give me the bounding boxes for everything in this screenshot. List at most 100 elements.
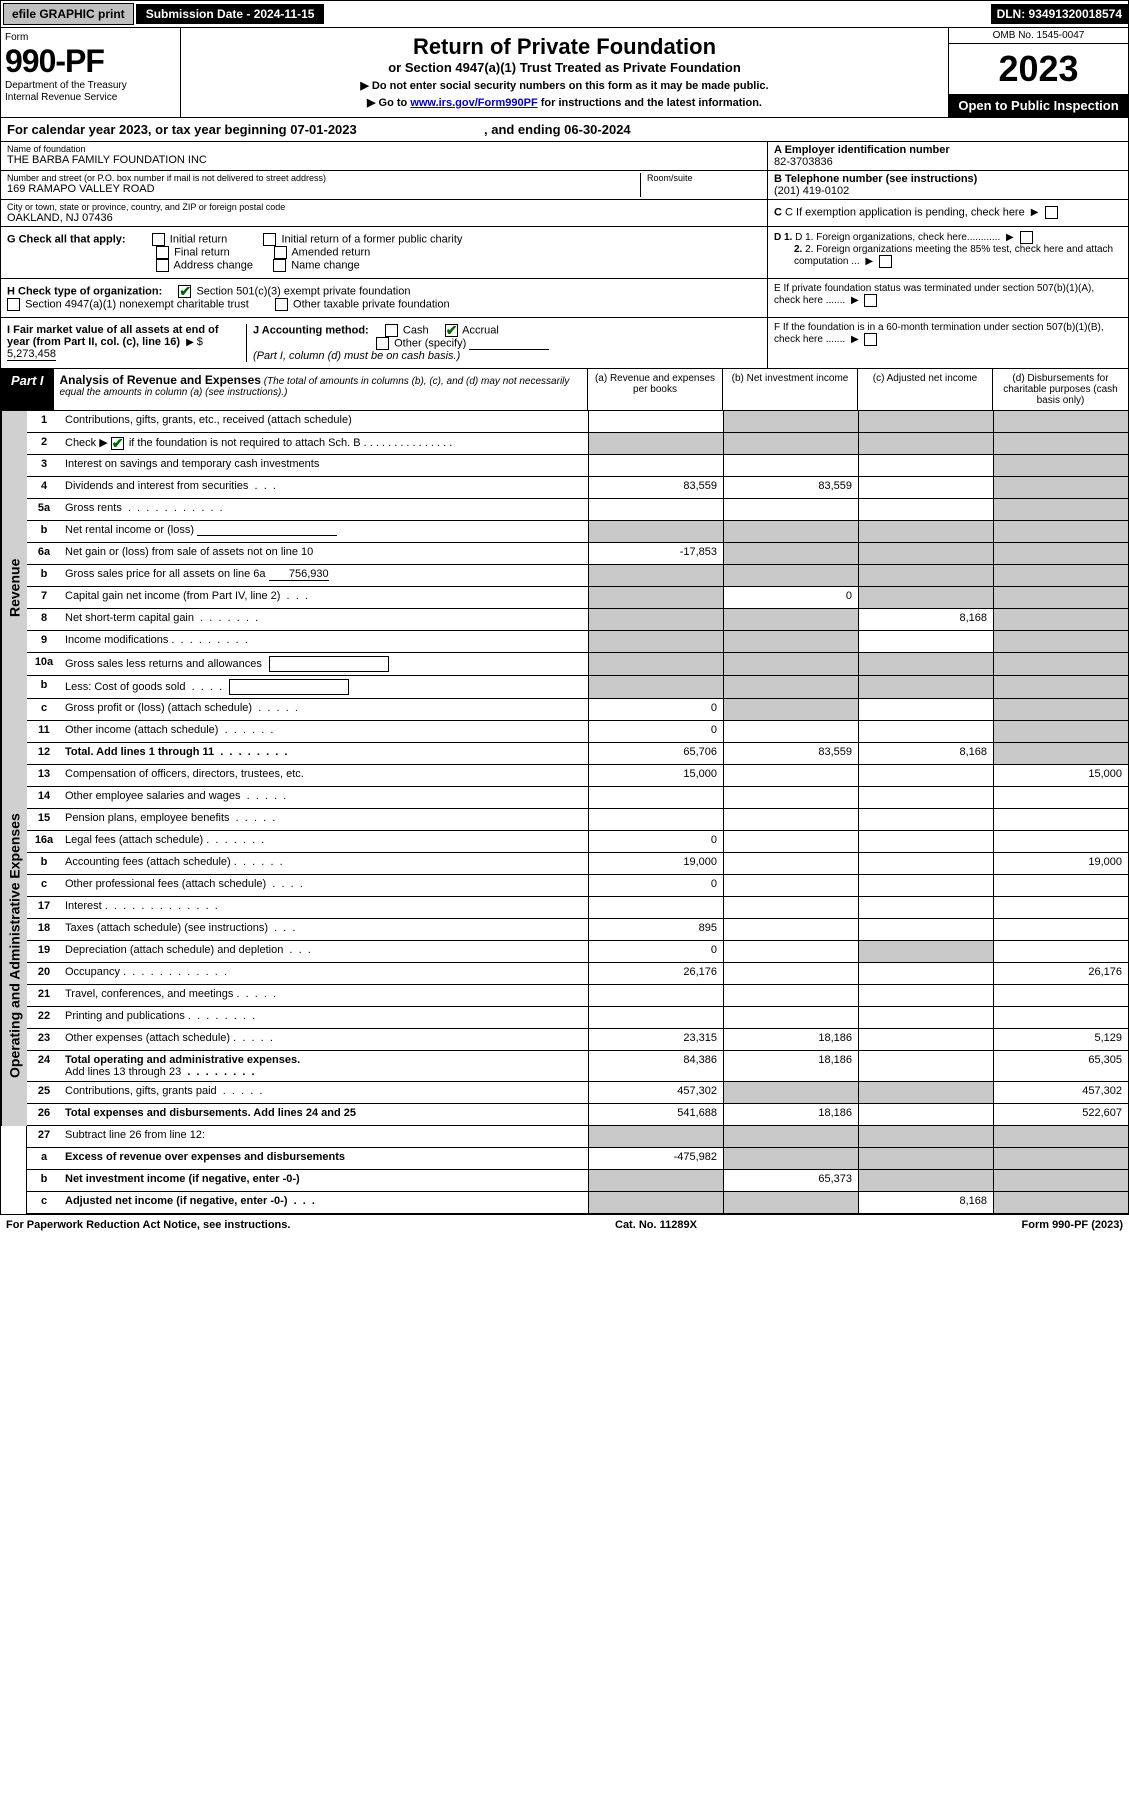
l6a-a: -17,853 (588, 543, 723, 564)
l12-b: 83,559 (723, 743, 858, 764)
l19-desc: Depreciation (attach schedule) and deple… (61, 941, 588, 962)
l23-b: 18,186 (723, 1029, 858, 1050)
f-label: F If the foundation is in a 60-month ter… (774, 322, 1104, 345)
g-name-checkbox[interactable] (273, 259, 286, 272)
l13-d: 15,000 (993, 765, 1128, 786)
phone-value: (201) 419-0102 (774, 185, 1122, 197)
i-value: 5,273,458 (7, 348, 56, 361)
l2-desc: Check ▶ if the foundation is not require… (61, 433, 588, 454)
g-label: G Check all that apply: (7, 233, 126, 245)
expenses-table: Operating and Administrative Expenses 13… (1, 765, 1128, 1126)
g-former-checkbox[interactable] (263, 233, 276, 246)
line-13: 13Compensation of officers, directors, t… (27, 765, 1128, 787)
line-16c: cOther professional fees (attach schedul… (27, 875, 1128, 897)
h-other-checkbox[interactable] (275, 298, 288, 311)
line-6a: 6aNet gain or (loss) from sale of assets… (27, 543, 1128, 565)
foundation-name: THE BARBA FAMILY FOUNDATION INC (7, 154, 761, 166)
line-17: 17Interest . . . . . . . . . . . . . (27, 897, 1128, 919)
col-a-hdr: (a) Revenue and expenses per books (588, 369, 723, 410)
l10a-desc: Gross sales less returns and allowances (61, 653, 588, 675)
c-checkbox[interactable] (1045, 206, 1058, 219)
j-accrual-checkbox[interactable] (445, 324, 458, 337)
part1-header: Part I Analysis of Revenue and Expenses … (1, 368, 1128, 411)
l20-a: 26,176 (588, 963, 723, 984)
l27c-desc: Adjusted net income (if negative, enter … (61, 1192, 588, 1213)
l23-d: 5,129 (993, 1029, 1128, 1050)
l18-a: 895 (588, 919, 723, 940)
l12-c: 8,168 (858, 743, 993, 764)
goto-note: ▶ Go to www.irs.gov/Form990PF for instru… (187, 96, 942, 109)
l25-d: 457,302 (993, 1082, 1128, 1103)
e-checkbox[interactable] (864, 294, 877, 307)
l10c-a: 0 (588, 699, 723, 720)
h-label: H Check type of organization: (7, 285, 162, 297)
form-subtitle: or Section 4947(a)(1) Trust Treated as P… (187, 60, 942, 75)
revenue-table: Revenue 1Contributions, gifts, grants, e… (1, 411, 1128, 765)
part1-title: Analysis of Revenue and Expenses (60, 373, 261, 387)
l14-desc: Other employee salaries and wages . . . … (61, 787, 588, 808)
d2-checkbox[interactable] (879, 255, 892, 268)
d1-checkbox[interactable] (1020, 231, 1033, 244)
line-2: 2 Check ▶ if the foundation is not requi… (27, 433, 1128, 455)
col-d-hdr: (d) Disbursements for charitable purpose… (993, 369, 1128, 410)
g-amended-checkbox[interactable] (274, 246, 287, 259)
j-cash-checkbox[interactable] (385, 324, 398, 337)
e-label: E If private foundation status was termi… (774, 283, 1094, 306)
line-27a: aExcess of revenue over expenses and dis… (27, 1148, 1128, 1170)
form-container: efile GRAPHIC print Submission Date - 20… (0, 0, 1129, 1215)
header-mid: Return of Private Foundation or Section … (181, 28, 948, 117)
l26-b: 18,186 (723, 1104, 858, 1125)
line-12: 12Total. Add lines 1 through 11 . . . . … (27, 743, 1128, 765)
form-label: Form (5, 32, 176, 43)
omb-number: OMB No. 1545-0047 (949, 28, 1128, 44)
l11-desc: Other income (attach schedule) . . . . .… (61, 721, 588, 742)
efile-print-button[interactable]: efile GRAPHIC print (3, 3, 134, 25)
dln: DLN: 93491320018574 (991, 4, 1128, 24)
footer-left: For Paperwork Reduction Act Notice, see … (6, 1219, 290, 1231)
g-address-checkbox[interactable] (156, 259, 169, 272)
arrow-icon (1031, 206, 1039, 218)
irs-link[interactable]: www.irs.gov/Form990PF (410, 97, 537, 109)
g-initial-checkbox[interactable] (152, 233, 165, 246)
l24-d: 65,305 (993, 1051, 1128, 1081)
h-opt-1: Section 501(c)(3) exempt private foundat… (196, 285, 410, 297)
topbar: efile GRAPHIC print Submission Date - 20… (1, 1, 1128, 28)
l6b-value: 756,930 (269, 568, 329, 581)
l10c-desc: Gross profit or (loss) (attach schedule)… (61, 699, 588, 720)
goto-post: for instructions and the latest informat… (538, 97, 762, 109)
l7-b: 0 (723, 587, 858, 608)
line-16a: 16aLegal fees (attach schedule) . . . . … (27, 831, 1128, 853)
line-27: 27Subtract line 26 from line 12: (27, 1126, 1128, 1148)
l16b-d: 19,000 (993, 853, 1128, 874)
l5a-desc: Gross rents . . . . . . . . . . . (61, 499, 588, 520)
row-ij-f: I Fair market value of all assets at end… (1, 318, 1128, 368)
line-26: 26Total expenses and disbursements. Add … (27, 1104, 1128, 1126)
l12-desc: Total. Add lines 1 through 11 . . . . . … (61, 743, 588, 764)
f-checkbox[interactable] (864, 333, 877, 346)
arrow-icon (851, 334, 859, 345)
l22-desc: Printing and publications . . . . . . . … (61, 1007, 588, 1028)
line-19: 19Depreciation (attach schedule) and dep… (27, 941, 1128, 963)
goto-pre: ▶ Go to (367, 97, 410, 109)
l21-desc: Travel, conferences, and meetings . . . … (61, 985, 588, 1006)
l1-desc: Contributions, gifts, grants, etc., rece… (61, 411, 588, 432)
g-final-checkbox[interactable] (156, 246, 169, 259)
col-c-hdr: (c) Adjusted net income (858, 369, 993, 410)
phone-label: B Telephone number (see instructions) (774, 173, 1122, 185)
h-opt-3: Other taxable private foundation (293, 298, 450, 310)
l7-desc: Capital gain net income (from Part IV, l… (61, 587, 588, 608)
l2-checkbox[interactable] (111, 437, 124, 450)
footer-right: Form 990-PF (2023) (1022, 1219, 1124, 1231)
l24-desc: Total operating and administrative expen… (61, 1051, 588, 1081)
form-title: Return of Private Foundation (187, 34, 942, 60)
h-4947-checkbox[interactable] (7, 298, 20, 311)
line-22: 22Printing and publications . . . . . . … (27, 1007, 1128, 1029)
line-5b: bNet rental income or (loss) (27, 521, 1128, 543)
l16c-a: 0 (588, 875, 723, 896)
l3-desc: Interest on savings and temporary cash i… (61, 455, 588, 476)
line-16b: bAccounting fees (attach schedule) . . .… (27, 853, 1128, 875)
header-left: Form 990-PF Department of the Treasury I… (1, 28, 181, 117)
j-other-checkbox[interactable] (376, 337, 389, 350)
line-5a: 5aGross rents . . . . . . . . . . . (27, 499, 1128, 521)
h-501c3-checkbox[interactable] (178, 285, 191, 298)
